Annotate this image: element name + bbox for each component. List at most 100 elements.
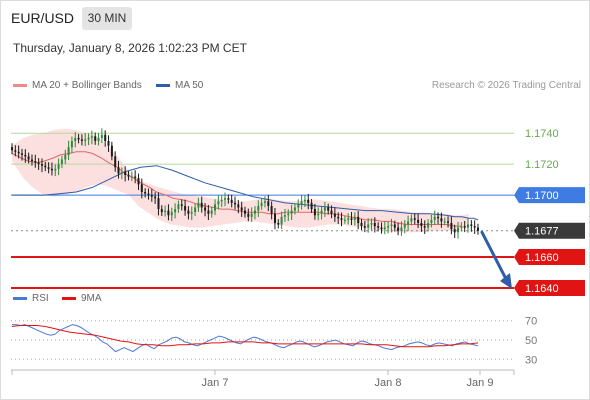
candle-body	[297, 204, 300, 208]
price-tag-1.1700: 1.1700	[514, 187, 585, 204]
candle-body	[154, 196, 157, 199]
candle-body	[300, 201, 303, 205]
ma50-line	[12, 165, 479, 221]
candle-body	[144, 192, 147, 194]
candle-body	[310, 202, 313, 210]
candle-body	[457, 227, 459, 233]
price-tag-1.1640: 1.1640	[514, 279, 585, 296]
candle-body	[90, 136, 93, 138]
candle-body	[60, 159, 63, 165]
credit-text: Research © 2026 Trading Central	[431, 80, 581, 91]
candle-body	[190, 212, 193, 214]
candle-body	[140, 184, 143, 192]
candle-body	[37, 162, 40, 165]
candle-body	[200, 202, 203, 208]
ma20-line	[11, 151, 462, 227]
candle-body	[370, 223, 373, 225]
candle-body	[64, 154, 67, 160]
candle-body	[383, 227, 386, 230]
candle-body	[237, 204, 240, 208]
candle-body	[34, 161, 37, 163]
candle-body	[340, 218, 343, 220]
candle-body	[150, 195, 153, 197]
candle-body	[420, 223, 423, 227]
candle-body	[427, 223, 430, 228]
legend-item-ma50: MA 50	[156, 80, 203, 91]
candle-body	[210, 210, 213, 214]
candle-body	[214, 204, 216, 211]
candle-body	[373, 223, 376, 227]
candle-body	[264, 201, 266, 203]
candle-body	[350, 218, 353, 220]
candle-body	[267, 201, 270, 206]
candle-body	[184, 206, 187, 211]
rsi-label: RSI	[32, 293, 49, 304]
candle-body	[367, 224, 370, 228]
candle-body	[70, 141, 73, 148]
candle-body	[377, 226, 380, 228]
candle-body	[380, 227, 383, 230]
candle-body	[67, 147, 70, 155]
candle-body	[307, 199, 310, 203]
candle-body	[87, 137, 90, 140]
candle-body	[403, 224, 406, 228]
candle-body	[110, 145, 113, 157]
candle-body	[417, 219, 420, 223]
9ma-label: 9MA	[81, 293, 102, 304]
candle-body	[260, 202, 263, 206]
candle-body	[323, 207, 326, 211]
candle-body	[24, 154, 27, 157]
candle-body	[254, 210, 256, 214]
candle-body	[207, 210, 210, 214]
candle-body	[54, 168, 57, 171]
price-tag-label: 1.1700	[525, 190, 559, 202]
candle-body	[27, 156, 30, 160]
header: EUR/USD 30 MIN	[0, 0, 590, 36]
candle-body	[277, 223, 280, 225]
candle-body	[390, 224, 393, 226]
candle-body	[410, 218, 413, 222]
candle-body	[230, 199, 233, 203]
candle-body	[160, 209, 163, 213]
price-tag-bg	[514, 249, 585, 266]
price-tag-label: 1.1660	[525, 252, 559, 264]
candle-body	[400, 227, 403, 231]
candle-body	[107, 141, 110, 146]
legend-item-ma20: MA 20 + Bollinger Bands	[13, 80, 142, 91]
candle-body	[124, 171, 127, 175]
price-tag-label: 1.1677	[525, 226, 559, 238]
candle-body	[363, 226, 366, 228]
candle-body	[387, 226, 390, 228]
candle-body	[330, 210, 333, 214]
candle-body	[397, 227, 400, 231]
x-tick-label: Jan 7	[202, 377, 229, 389]
candle-body	[247, 213, 250, 217]
candle-body	[164, 210, 167, 213]
candle-body	[80, 139, 83, 141]
ma50-label: MA 50	[175, 80, 204, 91]
candle-body	[320, 210, 323, 214]
candle-body	[234, 202, 236, 205]
candle-body	[447, 221, 449, 223]
forecast-arrow	[480, 230, 508, 281]
price-tag-bg	[514, 187, 585, 204]
timeframe-button[interactable]: 30 MIN	[82, 7, 132, 30]
candle-body	[114, 156, 117, 168]
rsi-line	[12, 324, 479, 353]
candle-body	[94, 136, 97, 141]
candle-body	[127, 175, 130, 177]
candle-body	[100, 134, 103, 138]
candle-body	[224, 198, 226, 200]
candle-body	[347, 218, 350, 220]
candle-body	[440, 218, 443, 222]
candle-body	[423, 226, 426, 228]
candle-body	[47, 167, 50, 169]
rsi-tick-label: 50	[525, 335, 537, 347]
candle-body	[413, 218, 416, 220]
candle-body	[360, 223, 363, 227]
price-tag-bg	[514, 279, 585, 296]
9ma-swatch	[62, 296, 76, 300]
candle-body	[313, 209, 316, 216]
candle-body	[17, 151, 20, 154]
candle-body	[450, 223, 453, 230]
